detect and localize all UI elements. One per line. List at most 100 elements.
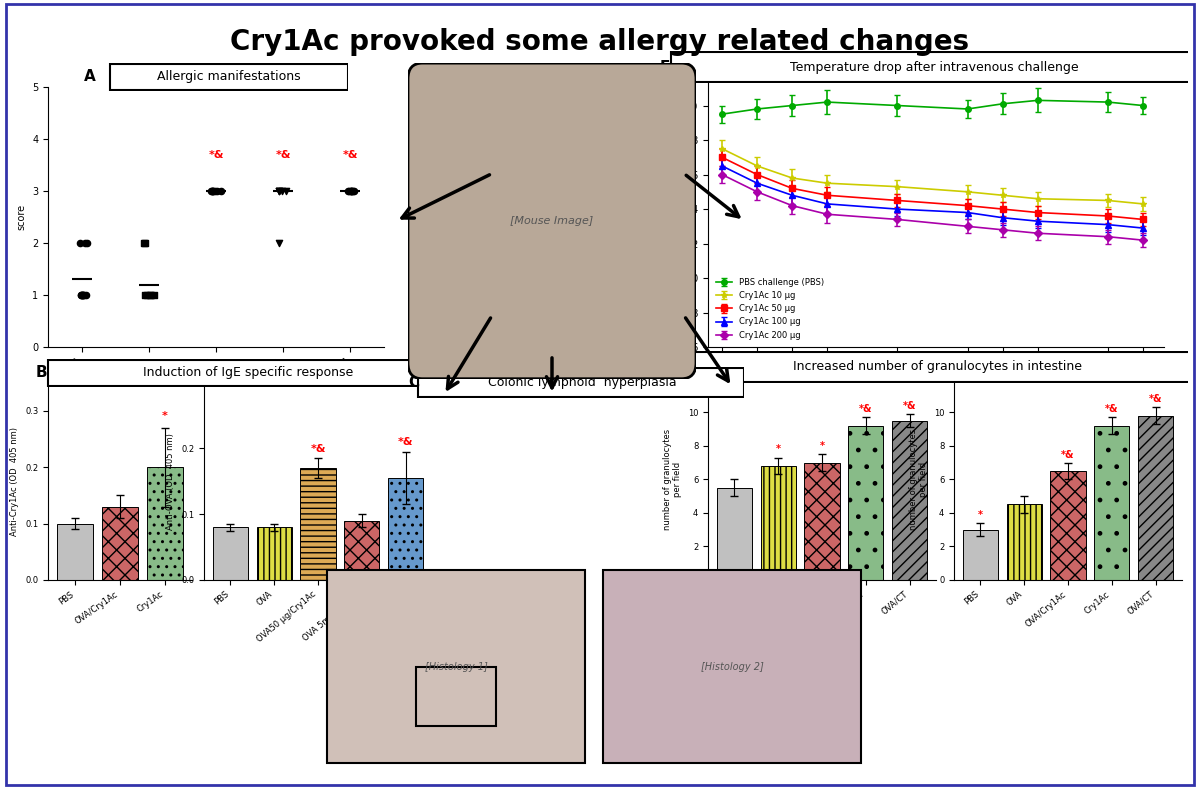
- Bar: [962, 529, 998, 580]
- Bar: [848, 426, 883, 580]
- Point: [202, 185, 221, 197]
- Point: [138, 289, 157, 301]
- Point: [342, 185, 361, 197]
- Text: *&: *&: [311, 443, 325, 454]
- Y-axis label: Anti-Cry1Ac (OD  405 nm): Anti-Cry1Ac (OD 405 nm): [11, 427, 19, 536]
- Point: [276, 185, 295, 197]
- Title: Intravenous challenge: Intravenous challenge: [858, 53, 1014, 65]
- Text: *&: *&: [902, 401, 917, 411]
- FancyBboxPatch shape: [408, 63, 696, 379]
- Point: [205, 185, 224, 197]
- Text: Cry1Ac provoked some allergy related changes: Cry1Ac provoked some allergy related cha…: [230, 28, 970, 55]
- Text: [Mouse Image]: [Mouse Image]: [510, 216, 594, 226]
- Title: IgE: IgE: [112, 366, 128, 376]
- Text: [Histology 1]: [Histology 1]: [425, 662, 487, 671]
- Point: [343, 185, 362, 197]
- Y-axis label: number of granulocytes
per field: number of granulocytes per field: [908, 428, 929, 530]
- Point: [136, 237, 155, 249]
- FancyBboxPatch shape: [602, 570, 862, 764]
- Title: LI: LI: [1062, 361, 1074, 373]
- Point: [72, 289, 91, 301]
- Y-axis label: Temperature (°C): Temperature (°C): [671, 161, 680, 257]
- Text: Induction of IgE specific response: Induction of IgE specific response: [143, 366, 353, 380]
- Y-axis label: number of granulocytes
per field: number of granulocytes per field: [662, 428, 683, 530]
- Point: [77, 237, 96, 249]
- Bar: [148, 467, 182, 580]
- Text: *: *: [775, 444, 781, 454]
- Text: A: A: [84, 69, 96, 84]
- Point: [208, 185, 227, 197]
- Point: [76, 237, 95, 249]
- Point: [211, 185, 230, 197]
- Text: C: C: [408, 375, 419, 391]
- FancyBboxPatch shape: [326, 570, 586, 764]
- Point: [269, 185, 288, 197]
- Bar: [58, 524, 94, 580]
- Point: [341, 185, 360, 197]
- Bar: [102, 507, 138, 580]
- Text: *&: *&: [1148, 394, 1163, 404]
- Point: [203, 185, 222, 197]
- Point: [338, 185, 358, 197]
- Point: [342, 185, 361, 197]
- Bar: [761, 466, 796, 580]
- Point: [270, 185, 289, 197]
- Text: *&: *&: [1105, 404, 1118, 414]
- Text: *&: *&: [1061, 450, 1075, 459]
- Text: Allergic manifestations: Allergic manifestations: [157, 70, 301, 84]
- Bar: [388, 478, 424, 580]
- Point: [71, 289, 90, 301]
- Bar: [892, 421, 928, 580]
- Point: [73, 289, 92, 301]
- Point: [270, 185, 289, 197]
- Point: [341, 185, 360, 197]
- Bar: [344, 521, 379, 580]
- Text: D: D: [666, 359, 679, 375]
- Bar: [416, 667, 496, 726]
- Bar: [1138, 416, 1174, 580]
- FancyBboxPatch shape: [671, 52, 1193, 82]
- Bar: [257, 527, 292, 580]
- Text: *&: *&: [276, 150, 290, 159]
- Point: [204, 185, 223, 197]
- Point: [203, 185, 222, 197]
- Title: SI: SI: [815, 361, 829, 373]
- Bar: [1007, 504, 1042, 580]
- Text: E: E: [660, 59, 671, 75]
- Point: [142, 289, 161, 301]
- X-axis label: min: min: [925, 372, 947, 383]
- Bar: [300, 468, 336, 580]
- Point: [344, 185, 364, 197]
- Text: *&: *&: [859, 404, 872, 414]
- Title: Allergic score: Allergic score: [174, 70, 258, 80]
- Bar: [212, 527, 248, 580]
- Point: [272, 185, 292, 197]
- FancyBboxPatch shape: [418, 368, 744, 398]
- FancyBboxPatch shape: [110, 64, 348, 90]
- FancyBboxPatch shape: [48, 360, 444, 386]
- Title: IgE: IgE: [310, 366, 326, 376]
- Text: *: *: [820, 441, 824, 451]
- Bar: [1050, 471, 1086, 580]
- Y-axis label: score: score: [17, 204, 26, 230]
- Point: [72, 289, 91, 301]
- Point: [136, 289, 155, 301]
- Y-axis label: Anti-OVA (OD  405 nm): Anti-OVA (OD 405 nm): [167, 433, 175, 529]
- Text: *: *: [162, 411, 168, 421]
- Text: Temperature drop after intravenous challenge: Temperature drop after intravenous chall…: [791, 61, 1079, 73]
- FancyBboxPatch shape: [682, 352, 1193, 382]
- Text: *&: *&: [209, 150, 223, 159]
- Legend: PBS challenge (PBS), Cry1Ac 10 μg, Cry1Ac 50 μg, Cry1Ac 100 μg, Cry1Ac 200 μg: PBS challenge (PBS), Cry1Ac 10 μg, Cry1A…: [712, 275, 827, 343]
- Point: [71, 237, 90, 249]
- Text: *: *: [978, 510, 983, 520]
- Text: Increased number of granulocytes in intestine: Increased number of granulocytes in inte…: [793, 361, 1082, 373]
- Text: *&: *&: [398, 437, 414, 447]
- Point: [269, 237, 288, 249]
- Bar: [716, 488, 752, 580]
- Text: B: B: [36, 365, 48, 380]
- Point: [71, 289, 90, 301]
- Point: [204, 185, 223, 197]
- Text: *&: *&: [343, 150, 358, 159]
- Text: Colonic lymphoid  hyperplasia: Colonic lymphoid hyperplasia: [488, 376, 677, 389]
- Point: [340, 185, 359, 197]
